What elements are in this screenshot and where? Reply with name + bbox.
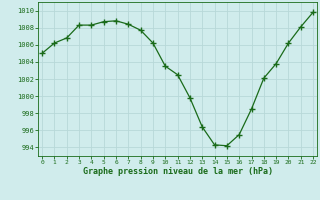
X-axis label: Graphe pression niveau de la mer (hPa): Graphe pression niveau de la mer (hPa) (83, 167, 273, 176)
